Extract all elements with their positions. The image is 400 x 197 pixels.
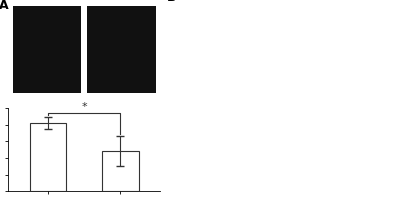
Bar [102, 151, 138, 191]
Bar [30, 123, 66, 191]
Text: R: R [202, 57, 209, 66]
Text: AB: AB [350, 144, 361, 150]
Bar [12, 6, 81, 93]
Text: A: A [0, 0, 8, 12]
Text: *: * [81, 102, 87, 112]
Text: AB: AB [180, 167, 190, 173]
Bar [87, 6, 156, 93]
Text: R: R [317, 53, 324, 62]
Text: B: B [166, 0, 176, 4]
